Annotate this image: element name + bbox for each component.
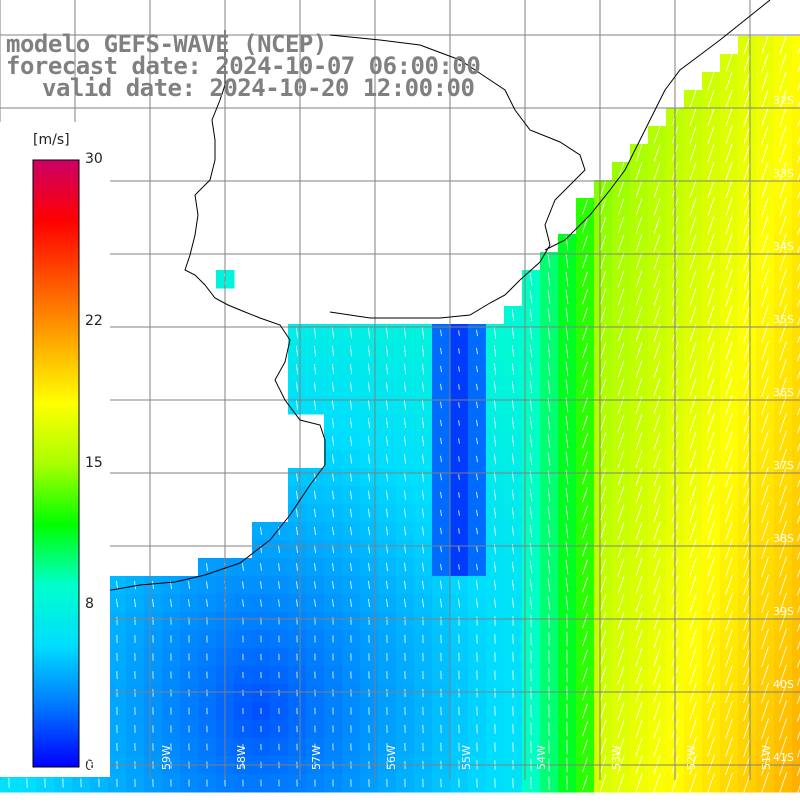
latitude-label: 35S (773, 313, 794, 326)
longitude-label: 53W (610, 745, 623, 770)
colorbar-tick-label: 30 (85, 151, 103, 167)
latitude-label: 32S (773, 94, 794, 107)
colorbar-unit: [m/s] (33, 132, 70, 148)
longitude-label: 60W (85, 745, 98, 770)
valid-date: valid date: 2024-10-20 12:00:00 (42, 76, 474, 100)
latitude-label: 36S (773, 386, 794, 399)
latitude-label: 38S (773, 532, 794, 545)
longitude-label: 54W (535, 745, 548, 770)
colorbar (33, 160, 79, 767)
longitude-label: 58W (235, 745, 248, 770)
latitude-label: 39S (773, 605, 794, 618)
longitude-label: 59W (160, 745, 173, 770)
latitude-label: 33S (773, 167, 794, 180)
longitude-label: 56W (385, 745, 398, 770)
longitude-label: 52W (685, 745, 698, 770)
colorbar-tick-label: 22 (85, 313, 103, 329)
longitude-label: 51W (760, 745, 773, 770)
colorbar-tick-label: 15 (85, 455, 103, 471)
latitude-label: 41S (773, 751, 794, 764)
longitude-label: 55W (460, 745, 473, 770)
longitude-label: 57W (310, 745, 323, 770)
latitude-label: 37S (773, 459, 794, 472)
latitude-label: 34S (773, 240, 794, 253)
latitude-label: 40S (773, 678, 794, 691)
colorbar-tick-label: 8 (85, 596, 94, 612)
